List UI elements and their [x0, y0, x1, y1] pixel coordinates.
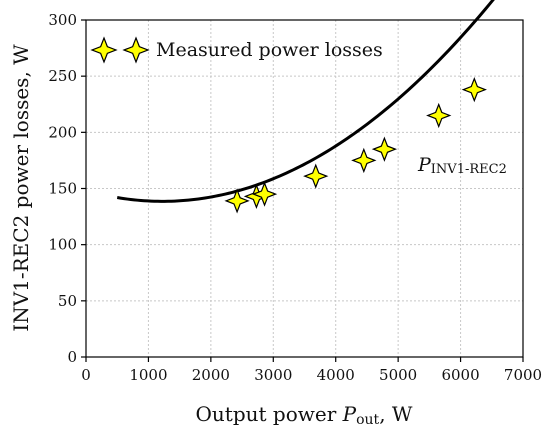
y-tick-label: 250	[48, 67, 77, 85]
fit-curve-layer	[116, 0, 495, 203]
data-point-marker	[426, 102, 452, 129]
x-tick-label: 2000	[192, 366, 230, 384]
data-point-marker	[224, 188, 250, 214]
x-tick-label: 6000	[441, 366, 479, 384]
y-tick-label: 150	[48, 180, 77, 198]
legend-label: Measured power losses	[156, 39, 383, 61]
x-axis-title-symbol: P	[342, 402, 357, 426]
y-tick-label: 100	[48, 236, 77, 254]
ticks: 0 1000 2000 3000 4000 5000 6000 7000 0 50 100 150 20…	[48, 11, 542, 384]
y-tick-label: 200	[48, 123, 77, 141]
x-tick-label: 7000	[504, 366, 542, 384]
x-axis-title: Output power Pout, W	[196, 402, 413, 428]
grid	[86, 20, 523, 357]
data-point-marker	[303, 163, 329, 189]
y-tick-label: 300	[48, 11, 77, 29]
y-axis-title: INV1-REC2 power losses, W	[9, 44, 33, 332]
data-point-marker	[251, 181, 278, 207]
curve-label: PINV1-REC2	[417, 154, 507, 177]
x-tick-label: 3000	[254, 366, 292, 384]
legend-markers	[90, 36, 150, 64]
legend-marker	[90, 36, 118, 64]
x-axis-title-unit: , W	[379, 402, 413, 426]
x-tick-label: 1000	[129, 366, 167, 384]
curve-label-symbol: P	[417, 154, 432, 176]
x-tick-label: 0	[81, 366, 91, 384]
curve-label-subscript: INV1-REC2	[431, 162, 507, 177]
data-point-marker	[371, 136, 398, 162]
y-tick-label: 50	[58, 292, 77, 310]
data-point-marker	[351, 147, 377, 174]
x-axis-title-subscript: out	[356, 412, 379, 428]
x-axis-title-text: Output power	[196, 402, 343, 426]
data-point-marker	[461, 76, 487, 103]
legend-marker	[122, 36, 150, 64]
x-tick-label: 5000	[379, 366, 417, 384]
fit-curve-line	[116, 0, 495, 203]
y-tick-label: 0	[67, 348, 77, 366]
legend: Measured power losses	[90, 36, 383, 64]
data-markers	[224, 76, 487, 214]
x-tick-label: 4000	[317, 366, 355, 384]
